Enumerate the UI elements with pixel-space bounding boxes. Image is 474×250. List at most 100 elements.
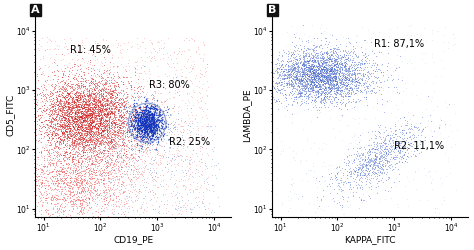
Point [36,113,44,117]
Point [328,85,336,89]
Point [311,95,319,99]
Point [63,124,70,128]
Point [129,108,137,112]
Point [302,85,310,89]
Point [361,155,368,159]
Point [63,117,70,121]
Point [369,105,377,109]
Point [341,70,349,73]
Point [50,112,58,116]
Point [138,114,146,117]
Point [395,143,402,147]
Point [361,56,368,60]
Point [60,57,67,61]
Point [120,204,128,208]
Point [292,31,300,35]
Point [401,141,408,145]
Point [74,174,82,178]
Point [27,138,34,142]
Point [314,89,322,93]
Point [115,133,123,137]
Point [78,181,85,185]
Point [100,199,108,203]
Point [343,169,350,173]
Point [72,97,79,101]
Point [139,104,146,108]
Point [24,130,32,134]
Point [327,82,335,86]
Point [141,107,148,111]
Point [320,64,328,68]
Point [78,99,85,103]
Point [57,110,64,114]
Point [322,60,330,64]
Point [331,67,338,71]
Point [356,138,364,142]
Point [52,218,60,222]
Point [66,114,73,118]
Point [359,74,367,78]
Point [141,129,149,133]
Point [23,80,30,84]
Point [75,118,82,122]
Point [73,164,81,168]
Point [106,102,113,106]
Point [146,110,154,114]
Point [339,63,347,67]
Point [86,177,94,181]
Point [148,130,156,134]
Point [114,143,122,147]
Point [146,120,153,124]
Point [143,125,150,129]
Point [308,63,315,67]
Point [95,134,103,138]
Point [386,150,394,154]
Point [185,116,192,120]
Point [201,207,209,211]
Point [264,81,271,85]
Point [183,92,191,96]
Point [117,118,124,122]
Point [393,155,401,159]
Point [101,135,109,139]
Point [373,151,380,155]
Point [58,104,65,108]
Point [316,77,323,81]
Point [194,100,202,104]
Point [141,72,149,76]
Point [194,168,201,172]
Point [137,189,144,193]
Point [85,216,92,220]
Point [365,168,372,172]
Point [290,68,297,72]
Point [137,126,145,130]
Point [382,158,389,162]
Point [82,182,89,186]
Point [100,123,108,127]
Point [112,146,120,150]
Point [108,96,115,100]
Point [91,78,99,82]
Point [331,63,338,67]
Point [451,142,458,146]
Point [138,160,146,164]
Point [100,191,108,195]
Point [100,96,108,100]
Point [317,79,325,83]
Point [16,115,23,119]
Point [85,168,93,172]
Point [119,142,127,146]
Point [346,84,353,88]
Point [299,49,307,53]
Point [119,136,127,140]
Point [389,138,396,142]
Point [182,154,190,158]
Point [139,147,147,151]
Point [138,123,146,127]
Point [50,139,58,143]
Point [64,202,71,206]
Point [134,90,141,94]
Point [84,129,91,133]
Point [80,115,87,119]
Point [309,164,317,168]
